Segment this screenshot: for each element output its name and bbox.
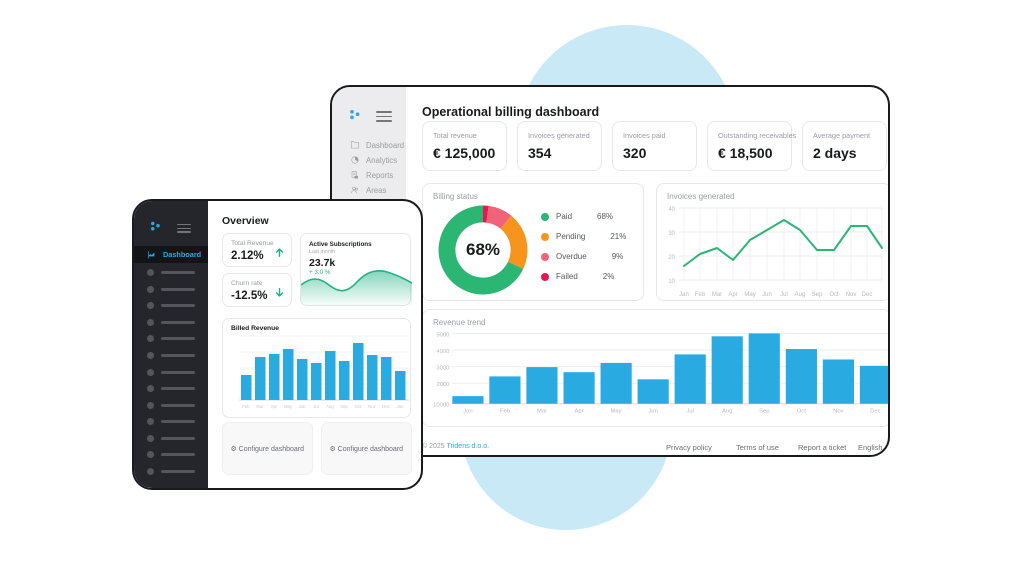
svg-text:10000: 10000 [433, 403, 450, 409]
svg-text:Dec: Dec [382, 404, 390, 409]
svg-text:2000: 2000 [436, 382, 450, 388]
svg-text:Mar: Mar [712, 292, 722, 298]
svg-text:4000: 4000 [436, 349, 450, 355]
svg-text:Nov: Nov [368, 404, 376, 409]
svg-text:Nov: Nov [833, 409, 843, 415]
svg-text:3000: 3000 [436, 366, 450, 372]
svg-text:Oct: Oct [355, 404, 362, 409]
svg-text:Jan: Jan [463, 409, 472, 415]
svg-text:Aug: Aug [326, 404, 334, 409]
svg-text:May: May [611, 409, 622, 415]
svg-text:Aug: Aug [722, 409, 732, 415]
svg-text:Jul: Jul [780, 292, 788, 298]
svg-text:Mar: Mar [256, 404, 264, 409]
svg-text:May: May [284, 404, 293, 409]
svg-text:Jun: Jun [299, 404, 307, 409]
svg-text:Jun: Jun [762, 292, 772, 298]
svg-text:Sep: Sep [812, 292, 823, 298]
svg-text:May: May [744, 292, 755, 298]
svg-text:Jan: Jan [397, 404, 405, 409]
svg-text:Dec: Dec [862, 292, 873, 298]
svg-text:Jul: Jul [686, 409, 694, 415]
svg-text:Feb: Feb [242, 404, 250, 409]
svg-text:Apr: Apr [271, 404, 278, 409]
svg-text:Feb: Feb [500, 409, 511, 415]
svg-text:10: 10 [668, 279, 675, 285]
svg-text:30: 30 [668, 231, 675, 237]
svg-text:20: 20 [668, 255, 675, 261]
svg-text:Mar: Mar [537, 409, 547, 415]
svg-text:Jul: Jul [313, 404, 319, 409]
svg-text:Feb: Feb [695, 292, 706, 298]
svg-text:Aug: Aug [795, 292, 806, 298]
svg-text:Jan: Jan [679, 292, 689, 298]
svg-text:5000: 5000 [436, 332, 450, 338]
svg-text:Sep: Sep [759, 409, 770, 415]
svg-text:Dec: Dec [870, 409, 880, 415]
svg-text:Oct: Oct [829, 292, 839, 298]
svg-text:Apr: Apr [728, 292, 737, 298]
svg-text:Apr: Apr [574, 409, 583, 415]
svg-text:Oct: Oct [797, 409, 806, 415]
svg-text:Jun: Jun [648, 409, 657, 415]
svg-text:Sep: Sep [340, 404, 348, 409]
svg-text:40: 40 [668, 207, 675, 213]
svg-text:Nov: Nov [846, 292, 857, 298]
